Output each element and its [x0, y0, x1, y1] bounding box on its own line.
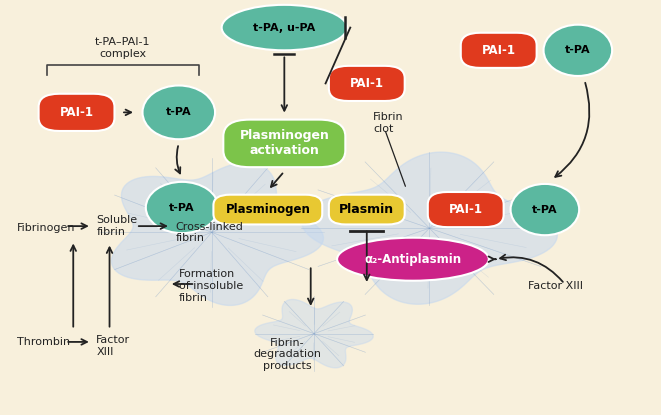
- Text: PAI-1: PAI-1: [59, 106, 94, 119]
- Text: Formation
of insoluble
fibrin: Formation of insoluble fibrin: [178, 269, 243, 303]
- Text: PAI-1: PAI-1: [482, 44, 516, 57]
- Text: Cross-linked
fibrin: Cross-linked fibrin: [175, 222, 243, 243]
- Polygon shape: [112, 163, 323, 305]
- Text: Factor
XIII: Factor XIII: [97, 335, 130, 357]
- Text: Fibrin-
degradation
products: Fibrin- degradation products: [254, 338, 322, 371]
- FancyBboxPatch shape: [461, 33, 537, 68]
- Text: PAI-1: PAI-1: [449, 203, 483, 216]
- Text: t-PA: t-PA: [169, 203, 195, 212]
- Text: Thrombin: Thrombin: [17, 337, 70, 347]
- Ellipse shape: [510, 184, 579, 235]
- FancyBboxPatch shape: [329, 66, 405, 101]
- Text: Fibrin
clot: Fibrin clot: [373, 112, 404, 134]
- Polygon shape: [255, 300, 373, 368]
- FancyBboxPatch shape: [223, 120, 345, 167]
- Text: Fibrinogen: Fibrinogen: [17, 223, 76, 233]
- FancyBboxPatch shape: [38, 94, 114, 131]
- Text: t-PA–PAI-1
complex: t-PA–PAI-1 complex: [95, 37, 151, 59]
- Ellipse shape: [337, 238, 488, 281]
- Text: t-PA: t-PA: [166, 107, 192, 117]
- Text: Factor XIII: Factor XIII: [528, 281, 584, 291]
- Ellipse shape: [221, 5, 347, 50]
- Text: Plasmin: Plasmin: [339, 203, 395, 216]
- Ellipse shape: [543, 24, 612, 76]
- FancyBboxPatch shape: [214, 195, 323, 225]
- Text: t-PA: t-PA: [565, 45, 591, 55]
- Text: t-PA, u-PA: t-PA, u-PA: [253, 22, 315, 33]
- Ellipse shape: [146, 182, 218, 233]
- Polygon shape: [301, 152, 557, 304]
- Text: Plasminogen
activation: Plasminogen activation: [239, 129, 329, 157]
- Ellipse shape: [143, 85, 215, 139]
- Text: PAI-1: PAI-1: [350, 77, 384, 90]
- Text: t-PA: t-PA: [532, 205, 558, 215]
- Text: Plasminogen: Plasminogen: [225, 203, 310, 216]
- Text: α₂-Antiplasmin: α₂-Antiplasmin: [364, 253, 461, 266]
- FancyBboxPatch shape: [428, 192, 504, 227]
- FancyBboxPatch shape: [329, 195, 405, 225]
- Text: Soluble
fibrin: Soluble fibrin: [97, 215, 137, 237]
